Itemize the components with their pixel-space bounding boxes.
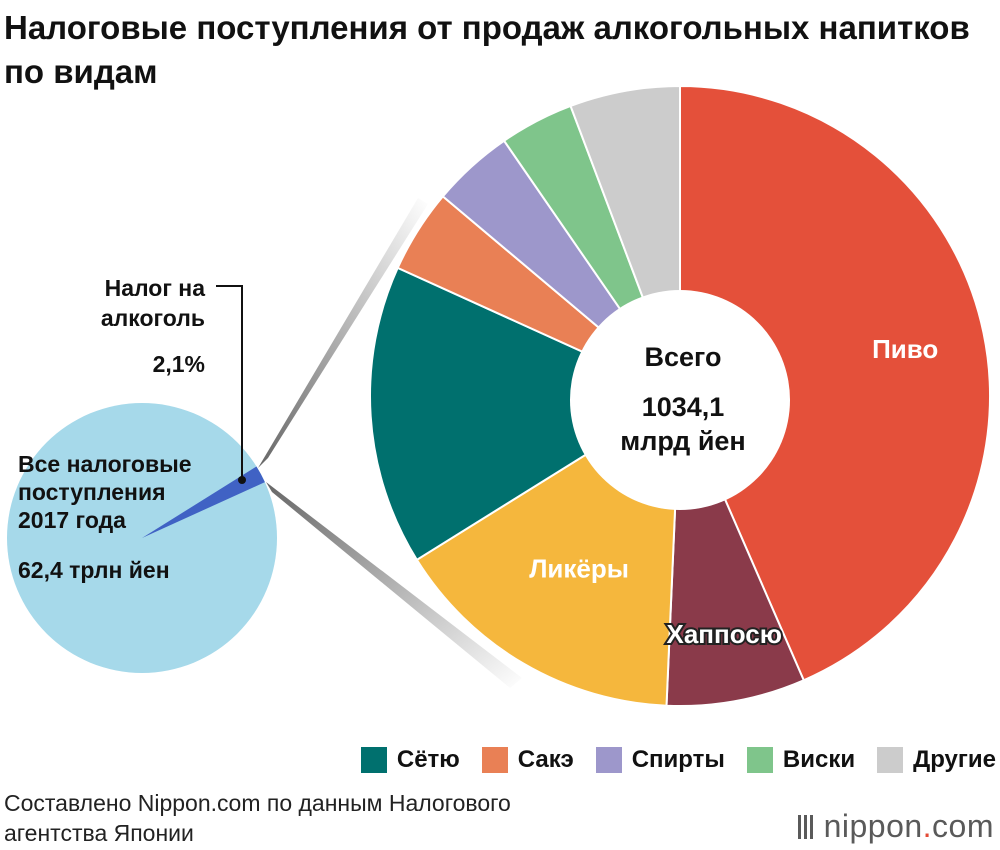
- legend-item-sake: Сакэ: [481, 746, 574, 774]
- legend: Сётю Сакэ Спирты Виски Другие: [339, 746, 996, 774]
- small-pie-value: 62,4 трлн йен: [18, 557, 170, 583]
- zoom-connectors: [258, 198, 522, 688]
- legend-label: Сакэ: [517, 746, 574, 773]
- legend-item-whisky: Виски: [746, 746, 856, 774]
- source-line1: Составлено Nippon.com по данным Налогово…: [4, 790, 511, 816]
- nippon-logo[interactable]: nippon. com: [797, 808, 994, 845]
- legend-label: Сётю: [396, 746, 460, 773]
- callout-percent: 2,1%: [153, 351, 205, 377]
- small-pie-label-line3: 2017 года: [18, 507, 126, 533]
- big-pie-labels: Пиво Хаппосю Ликёры: [529, 334, 938, 651]
- small-pie: [7, 403, 277, 673]
- slice-label-2: Хаппосю: [666, 619, 781, 649]
- logo-suffix: com: [932, 808, 994, 844]
- legend-item-spirits: Спирты: [595, 746, 725, 774]
- small-pie-label-line1: Все налоговые: [18, 451, 192, 477]
- legend-swatch: [595, 747, 622, 773]
- center-label-line1: Всего: [645, 342, 722, 372]
- chart-title: Налоговые поступления от продаж алкоголь…: [4, 9, 970, 90]
- legend-swatch: [746, 747, 773, 773]
- small-pie-slice-alcohol-tax: [142, 466, 265, 538]
- connector-lower: [266, 482, 522, 688]
- logo-bars-icon: [797, 814, 816, 839]
- slice-label-1: Пиво: [872, 334, 938, 364]
- source-line2: агентства Японии: [4, 820, 194, 846]
- logo-text: nippon: [823, 808, 923, 844]
- legend-swatch: [877, 747, 904, 773]
- legend-label: Другие: [913, 746, 996, 773]
- big-pie-slice-4: [369, 266, 683, 562]
- center-label-line3: млрд йен: [620, 426, 746, 456]
- big-pie-slice-1: [679, 84, 991, 682]
- callout-dot: [238, 476, 246, 484]
- callout-label-line2: алкоголь: [101, 305, 205, 331]
- source-note: Составлено Nippon.com по данным Налогово…: [4, 788, 511, 848]
- callout-label-line1: Налог на: [105, 275, 206, 301]
- small-pie-label-line2: поступления: [18, 479, 166, 505]
- legend-label: Виски: [782, 746, 856, 773]
- legend-item-shochu: Сётю: [360, 746, 460, 774]
- slice-label-3: Ликёры: [529, 554, 629, 584]
- center-label-line2: 1034,1: [642, 392, 725, 422]
- legend-item-other: Другие: [877, 746, 996, 774]
- legend-swatch: [481, 747, 508, 773]
- donut-hole: [570, 290, 790, 510]
- connector-upper: [258, 198, 428, 468]
- legend-label: Спирты: [631, 746, 725, 773]
- legend-swatch: [360, 747, 387, 773]
- logo-dot: .: [922, 808, 933, 844]
- callout-line: [216, 285, 243, 480]
